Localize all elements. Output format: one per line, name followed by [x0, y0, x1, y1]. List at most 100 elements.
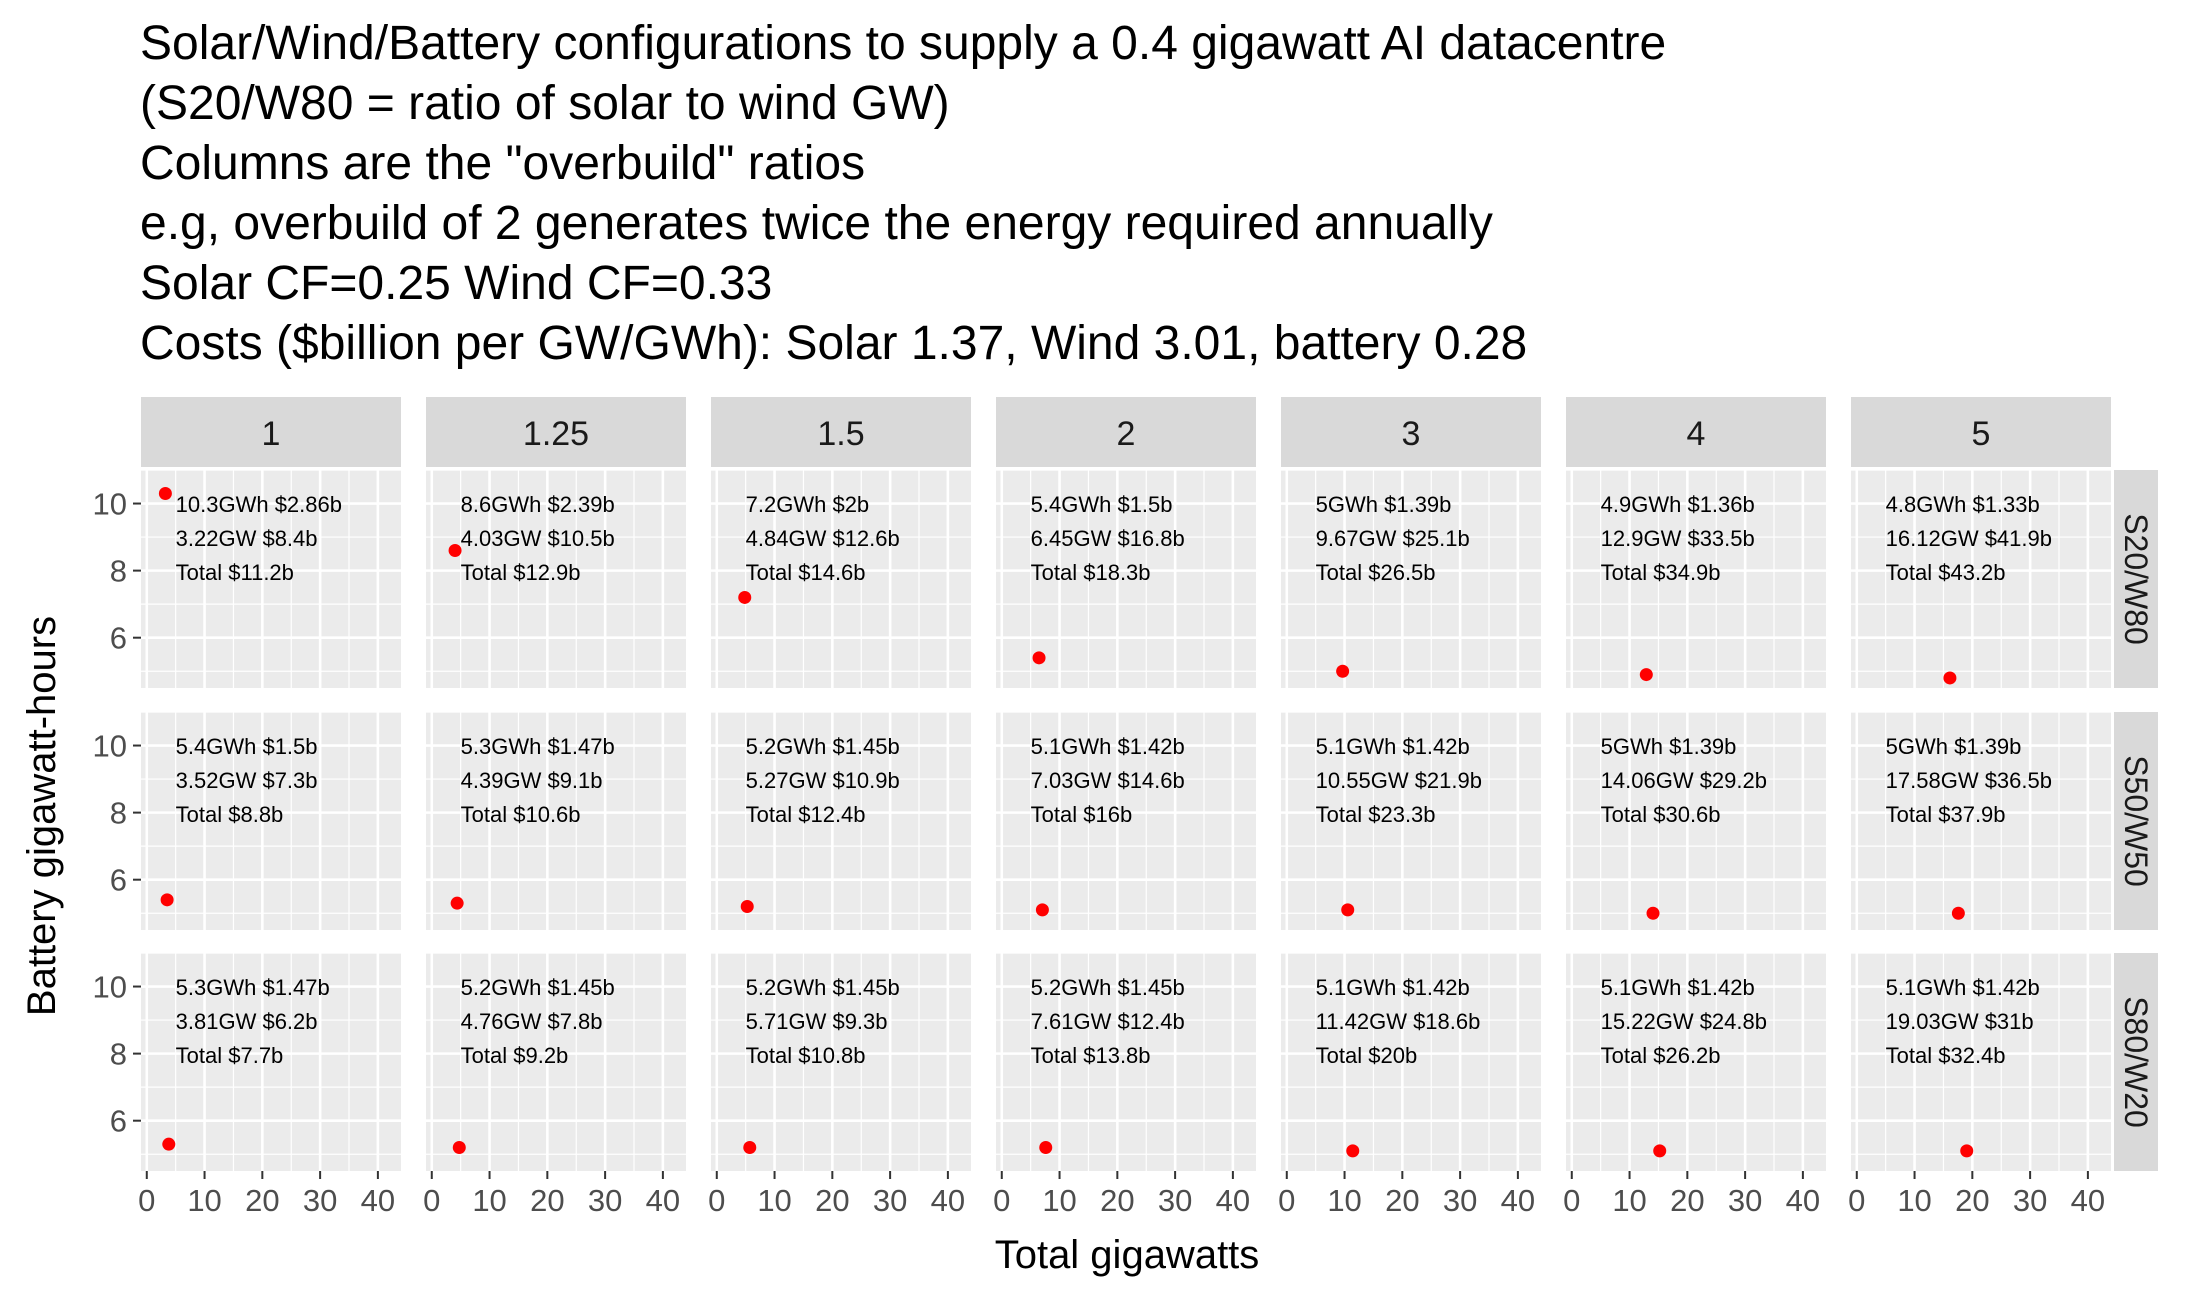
data-point — [1639, 668, 1653, 682]
title-line: Columns are the "overbuild" ratios — [140, 137, 866, 190]
panel-background — [1851, 712, 2111, 930]
x-tick-label: 20 — [1100, 1183, 1134, 1218]
data-annotation: Total $37.9b — [1886, 802, 2006, 827]
facet-panel: 5.3GWh $1.47b 3.81GW $6.2b Total $7.7b — [141, 952, 401, 1171]
row-strip-label: S80/W20 — [2118, 996, 2154, 1128]
panel-background — [426, 470, 686, 688]
data-point — [1653, 1144, 1667, 1158]
data-annotation: 8.6GWh $2.39b — [461, 492, 615, 517]
facet-panel: 5.2GWh $1.45b 4.76GW $7.8b Total $9.2b — [426, 952, 686, 1171]
facet-panel: 5.1GWh $1.42b 10.55GW $21.9b Total $23.3b — [1281, 711, 1541, 930]
row-strip — [2114, 953, 2158, 1171]
x-tick-label: 20 — [1670, 1183, 1704, 1218]
data-point — [162, 1137, 176, 1151]
panel-background — [141, 470, 401, 688]
facet-panel: 5.2GWh $1.45b 5.27GW $10.9b Total $12.4b — [711, 711, 971, 930]
column-strip-label: 1.5 — [817, 415, 864, 453]
data-annotation: Total $13.8b — [1031, 1043, 1151, 1068]
data-annotation: Total $9.2b — [461, 1043, 569, 1068]
facet-panel: 4.8GWh $1.33b 16.12GW $41.9b Total $43.2b — [1851, 469, 2111, 688]
x-tick-label: 40 — [2071, 1183, 2105, 1218]
data-annotation: 5.3GWh $1.47b — [461, 734, 615, 759]
row-strip-label: S50/W50 — [2118, 755, 2154, 887]
x-tick-label: 40 — [931, 1183, 965, 1218]
y-axis-label: Battery gigawatt-hours — [20, 616, 64, 1016]
row-strip-label: S20/W80 — [2118, 513, 2154, 645]
x-tick-label: 20 — [1955, 1183, 1989, 1218]
x-tick-label: 30 — [2013, 1183, 2047, 1218]
data-point — [1646, 906, 1660, 920]
data-annotation: 4.9GWh $1.36b — [1601, 492, 1755, 517]
data-point — [450, 896, 464, 910]
data-annotation: Total $20b — [1316, 1043, 1418, 1068]
data-annotation: 5.2GWh $1.45b — [461, 975, 615, 1000]
data-annotation: 19.03GW $31b — [1886, 1009, 2034, 1034]
y-tick-label: 8 — [110, 796, 127, 831]
data-annotation: 3.81GW $6.2b — [176, 1009, 318, 1034]
data-annotation: Total $34.9b — [1601, 560, 1721, 585]
data-annotation: 9.67GW $25.1b — [1316, 526, 1470, 551]
data-annotation: 14.06GW $29.2b — [1601, 768, 1767, 793]
data-annotation: 7.2GWh $2b — [746, 492, 870, 517]
column-strip-label: 3 — [1402, 415, 1421, 453]
facet-panel: 5.2GWh $1.45b 5.71GW $9.3b Total $10.8b — [711, 952, 971, 1171]
x-axis-label: Total gigawatts — [995, 1233, 1260, 1277]
panel-background — [141, 712, 401, 930]
data-annotation: Total $10.8b — [746, 1043, 866, 1068]
data-annotation: Total $18.3b — [1031, 560, 1151, 585]
x-tick-label: 30 — [1443, 1183, 1477, 1218]
data-point — [1032, 651, 1046, 665]
y-tick-label: 6 — [110, 1104, 127, 1139]
x-tick-label: 40 — [646, 1183, 680, 1218]
x-tick-label: 10 — [1327, 1183, 1361, 1218]
data-annotation: 5.2GWh $1.45b — [746, 975, 900, 1000]
data-point — [1039, 1141, 1053, 1155]
data-annotation: Total $26.2b — [1601, 1043, 1721, 1068]
data-annotation: 5.4GWh $1.5b — [1031, 492, 1173, 517]
data-annotation: 5.1GWh $1.42b — [1316, 975, 1470, 1000]
data-annotation: 6.45GW $16.8b — [1031, 526, 1185, 551]
facet-panel: 10.3GWh $2.86b 3.22GW $8.4b Total $11.2b — [141, 469, 401, 688]
data-point — [1336, 664, 1350, 678]
column-strip — [426, 397, 686, 467]
data-annotation: 5.2GWh $1.45b — [746, 734, 900, 759]
data-annotation: 5.27GW $10.9b — [746, 768, 900, 793]
x-tick-label: 20 — [815, 1183, 849, 1218]
data-annotation: 5.1GWh $1.42b — [1316, 734, 1470, 759]
x-tick-label: 30 — [588, 1183, 622, 1218]
data-annotation: 5.1GWh $1.42b — [1031, 734, 1185, 759]
row-strip — [2114, 470, 2158, 688]
x-tick-label: 10 — [1897, 1183, 1931, 1218]
panel-background — [1281, 712, 1541, 930]
data-annotation: 12.9GW $33.5b — [1601, 526, 1755, 551]
data-point — [1943, 671, 1957, 685]
title-line: e.g, overbuild of 2 generates twice the … — [140, 197, 1493, 250]
data-annotation: 4.84GW $12.6b — [746, 526, 900, 551]
y-tick-label: 8 — [110, 1037, 127, 1072]
facet-panel: 4.9GWh $1.36b 12.9GW $33.5b Total $34.9b — [1566, 469, 1826, 688]
data-annotation: 5GWh $1.39b — [1316, 492, 1452, 517]
data-annotation: Total $7.7b — [176, 1043, 284, 1068]
facet-panel: 5.4GWh $1.5b 6.45GW $16.8b Total $18.3b — [996, 469, 1256, 688]
data-annotation: 11.42GW $18.6b — [1316, 1009, 1481, 1034]
title-line: Solar CF=0.25 Wind CF=0.33 — [140, 257, 773, 310]
panel-background — [1566, 712, 1826, 930]
x-tick-label: 30 — [1158, 1183, 1192, 1218]
column-strip — [1281, 397, 1541, 467]
panel-background — [1851, 470, 2111, 688]
data-annotation: 16.12GW $41.9b — [1886, 526, 2052, 551]
x-tick-label: 10 — [187, 1183, 221, 1218]
data-point — [738, 590, 752, 604]
column-strip — [1566, 397, 1826, 467]
data-annotation: Total $14.6b — [746, 560, 866, 585]
data-point — [160, 893, 174, 907]
panel-grid: 1 1.25 1.5 2 3 4 5 S20/W80 S50/W50 S80/W20 10.3GWh… — [93, 397, 2158, 1218]
data-annotation: 3.22GW $8.4b — [176, 526, 318, 551]
data-annotation: Total $8.8b — [176, 802, 284, 827]
y-tick-label: 6 — [110, 621, 127, 656]
data-point — [1035, 903, 1049, 917]
x-tick-label: 10 — [1612, 1183, 1646, 1218]
data-annotation: 5.71GW $9.3b — [746, 1009, 888, 1034]
data-annotation: 7.03GW $14.6b — [1031, 768, 1185, 793]
panel-background — [996, 712, 1256, 930]
